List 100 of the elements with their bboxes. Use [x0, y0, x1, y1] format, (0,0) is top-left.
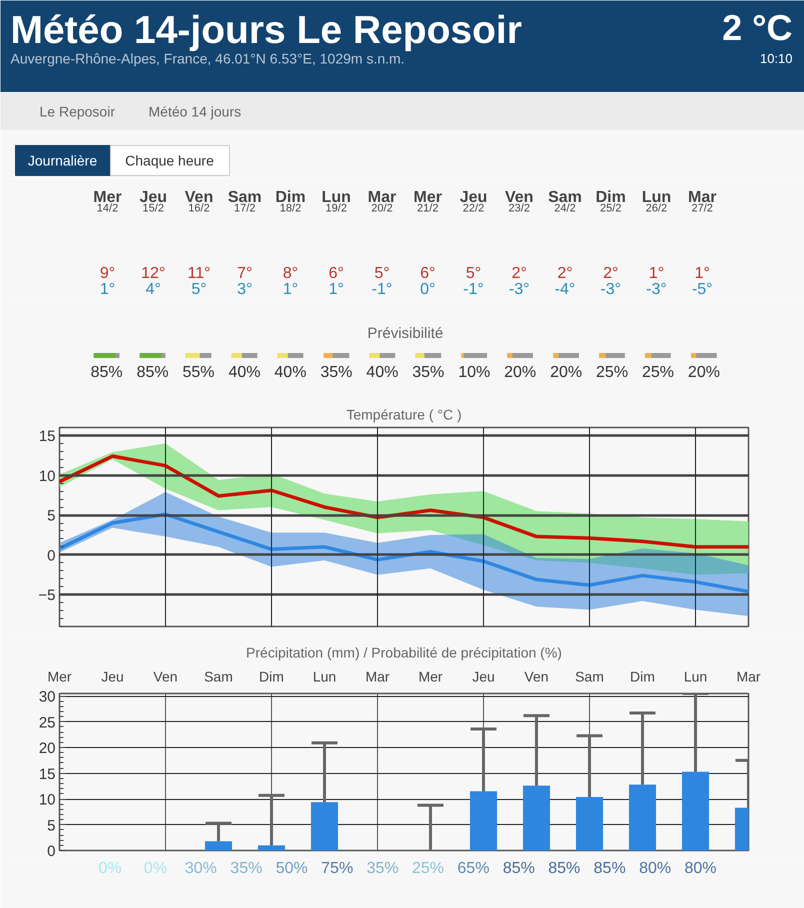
- text: Journalière: [28, 152, 98, 168]
- category-label: Sam 17/2: [228, 189, 262, 214]
- y-tick-label: 15: [38, 766, 56, 783]
- data-label: 30%: [184, 860, 217, 877]
- y-tick-label: 5: [47, 508, 56, 525]
- data-label: 85%: [502, 860, 535, 877]
- text: -1°: [463, 281, 484, 298]
- y-tick-label: 15: [38, 428, 56, 445]
- data-label: 85%: [90, 364, 123, 381]
- category-label: Dim 18/2: [275, 189, 306, 214]
- data-label: 35%: [366, 860, 399, 877]
- bar: [576, 796, 604, 850]
- text: 8°: [282, 265, 298, 282]
- text: 1°: [282, 281, 298, 298]
- data-label: 55%: [182, 364, 215, 381]
- text: -1°: [372, 281, 392, 298]
- text: 1°: [100, 281, 116, 298]
- text: 11°: [187, 265, 210, 282]
- y-tick-label: 25: [38, 714, 56, 732]
- x-tick-label: Mar: [365, 668, 390, 684]
- text: 3°: [237, 281, 252, 298]
- data-label: 35%: [320, 364, 352, 381]
- bar: [258, 845, 286, 850]
- y-tick-label: 10: [38, 792, 56, 809]
- x-tick-label: Ven: [524, 668, 549, 684]
- category-label: Sam 24/2: [548, 189, 582, 214]
- text: -3°: [508, 281, 530, 298]
- category-label: Lun 19/2: [322, 189, 351, 214]
- text: 4°: [146, 281, 161, 298]
- x-tick-label: Mer: [418, 668, 443, 684]
- data-label: 0%: [98, 860, 122, 877]
- data-label: 35%: [230, 860, 262, 877]
- data-label: 85%: [548, 860, 580, 877]
- text: 6°: [328, 265, 344, 282]
- data-label: 80%: [684, 860, 717, 877]
- text: 5°: [374, 265, 390, 282]
- text: -3°: [646, 281, 667, 298]
- x-tick-label: Mar: [736, 668, 761, 684]
- data-label: 40%: [228, 364, 260, 381]
- y-tick-label: 20: [38, 740, 56, 758]
- x-tick-label: Sam: [204, 668, 233, 684]
- text: 2°: [557, 265, 573, 282]
- text: Prévisibilité: [367, 325, 444, 342]
- data-label: 35%: [412, 364, 444, 381]
- data-label: 20%: [550, 364, 582, 381]
- text: 0°: [420, 281, 436, 298]
- chart-title: Précipitation (mm) / Probabilité de précipitation (%): [246, 644, 562, 660]
- text: 10:10: [760, 51, 793, 66]
- data-label: 25%: [412, 860, 444, 877]
- data-label: 80%: [639, 860, 672, 877]
- x-tick-label: Jeu: [101, 668, 124, 684]
- y-tick-label: 5: [47, 817, 56, 834]
- data-label: 40%: [274, 364, 306, 381]
- text: 1°: [694, 265, 710, 282]
- y-tick-label: −5: [38, 587, 56, 604]
- text: Météo 14-jours Le Reposoir: [10, 9, 522, 52]
- data-label: 85%: [136, 364, 169, 381]
- y-tick-label: 30: [38, 688, 56, 706]
- data-label: 65%: [457, 860, 490, 877]
- text: 5°: [466, 265, 482, 282]
- text: 2 °C: [722, 7, 793, 48]
- category-label: Mer 14/2: [93, 189, 122, 214]
- text: 1°: [328, 281, 344, 298]
- x-tick-label: Ven: [153, 668, 178, 684]
- bar: [310, 802, 338, 850]
- text: Le Reposoir: [40, 104, 116, 120]
- line-series: [60, 454, 748, 549]
- x-tick-label: Dim: [630, 668, 655, 684]
- text: 9°: [100, 265, 116, 282]
- data-label: 25%: [642, 364, 674, 381]
- data-label: 0%: [144, 860, 168, 877]
- bar: [682, 772, 710, 850]
- data-label: 50%: [276, 860, 308, 877]
- y-tick-label: 0: [47, 843, 56, 860]
- x-tick-label: Mer: [47, 668, 72, 684]
- data-label: 20%: [688, 364, 720, 381]
- x-tick-label: Dim: [259, 668, 284, 684]
- data-label: 20%: [504, 364, 536, 381]
- chart-title: Température ( °C ): [346, 406, 462, 422]
- text: -3°: [600, 281, 622, 298]
- category-label: Ven 16/2: [184, 189, 214, 214]
- x-tick-label: Jeu: [472, 668, 495, 684]
- text: Météo 14 jours: [148, 104, 242, 120]
- category-label: Lun 26/2: [642, 189, 672, 214]
- text: 5°: [191, 281, 207, 298]
- text: 2°: [512, 265, 527, 282]
- bar: [204, 841, 232, 850]
- category-label: Mar 20/2: [368, 189, 396, 214]
- text: 1°: [648, 265, 664, 282]
- text: 7°: [237, 265, 252, 282]
- category-label: Dim 25/2: [596, 189, 626, 214]
- text: 6°: [420, 265, 436, 282]
- x-tick-label: Lun: [684, 668, 708, 684]
- x-tick-label: Lun: [312, 668, 336, 684]
- category-label: Jeu 15/2: [139, 189, 168, 214]
- y-tick-label: 0: [47, 547, 56, 564]
- text: 2°: [603, 265, 618, 282]
- line-series: [60, 512, 748, 594]
- category-label: Jeu 22/2: [460, 189, 488, 214]
- data-label: 25%: [596, 364, 628, 381]
